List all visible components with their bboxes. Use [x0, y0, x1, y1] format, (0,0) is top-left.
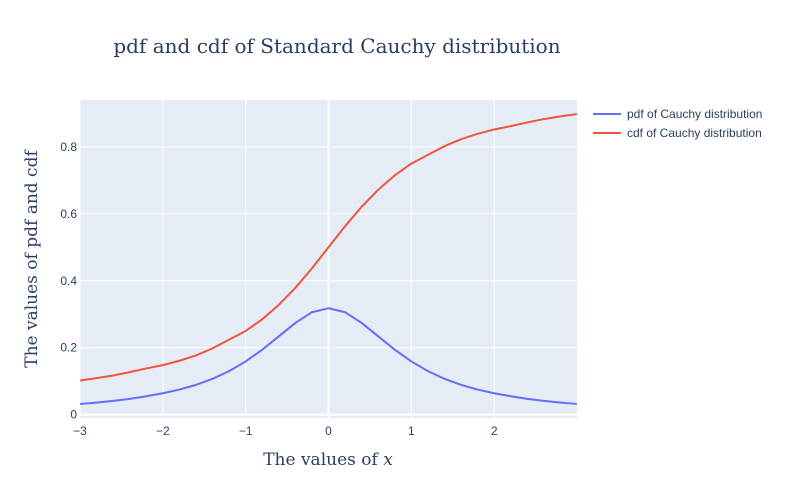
series-line-cdf	[79, 113, 578, 382]
series-layer	[79, 113, 578, 405]
y-tick-label: 0.4	[60, 274, 77, 288]
y-tick-label: 0.2	[60, 341, 77, 355]
y-tick-label: 0.6	[60, 207, 77, 221]
x-tick-label: 2	[491, 424, 498, 438]
x-tick-label: −2	[156, 424, 170, 438]
y-axis-title: The values of pdf and cdf	[22, 149, 42, 368]
tick-layer: −3 −2 −1 0 1 2 0 0.2 0.4 0.6 0.8	[60, 140, 498, 438]
x-tick-label: 1	[408, 424, 415, 438]
x-tick-label: −3	[73, 424, 87, 438]
chart-title: pdf and cdf of Standard Cauchy distribut…	[113, 34, 560, 58]
grid-layer	[79, 100, 577, 418]
legend-label: cdf of Cauchy distribution	[627, 126, 762, 140]
x-tick-label: −1	[239, 424, 253, 438]
y-tick-label: 0	[70, 408, 77, 422]
legend-label: pdf of Cauchy distribution	[627, 107, 762, 121]
y-tick-label: 0.8	[60, 140, 77, 154]
x-tick-label: 0	[325, 424, 332, 438]
legend: pdf of Cauchy distribution cdf of Cauchy …	[593, 107, 762, 140]
x-axis-title: The values of x	[263, 450, 393, 470]
series-line-pdf	[79, 307, 578, 405]
